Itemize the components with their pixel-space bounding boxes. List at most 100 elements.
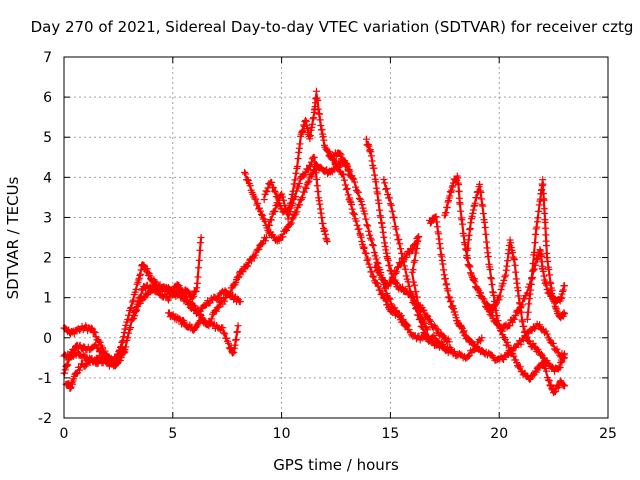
data-point [298, 194, 306, 202]
data-point [512, 275, 520, 283]
data-point [382, 296, 390, 304]
data-point [512, 268, 520, 276]
data-point [196, 246, 204, 254]
data-point [293, 208, 301, 216]
data-point [488, 280, 496, 288]
data-point [370, 249, 378, 257]
data-point [366, 231, 374, 239]
series-group [60, 87, 568, 397]
data-point [258, 212, 266, 220]
data-point [533, 223, 541, 231]
data-point [459, 220, 467, 228]
data-point [398, 249, 406, 257]
data-point [284, 215, 292, 223]
data-point [444, 198, 452, 206]
data-point [437, 251, 445, 259]
data-point [314, 188, 322, 196]
data-point [369, 272, 377, 280]
data-point [542, 224, 550, 232]
data-point [479, 202, 487, 210]
data-point [179, 316, 187, 324]
data-point [344, 163, 352, 171]
data-point [205, 322, 213, 330]
data-point [524, 308, 532, 316]
data-point [226, 289, 234, 297]
data-point [346, 194, 354, 202]
data-point [501, 273, 509, 281]
series-track-6 [164, 234, 270, 334]
data-point [543, 254, 551, 262]
data-point [374, 260, 382, 268]
data-point [446, 294, 454, 302]
data-point [370, 164, 378, 172]
data-point [340, 176, 348, 184]
data-point [372, 178, 380, 186]
data-point [487, 274, 495, 282]
data-point [439, 260, 447, 268]
data-point [219, 324, 227, 332]
data-point [101, 347, 109, 355]
data-point [350, 210, 358, 218]
data-point [147, 286, 155, 294]
data-point [118, 338, 126, 346]
data-point [511, 261, 519, 269]
data-point [255, 245, 263, 253]
data-point [291, 176, 299, 184]
data-point [197, 234, 205, 241]
data-point [367, 148, 375, 156]
data-point [409, 278, 417, 286]
data-point [457, 207, 465, 215]
data-point [335, 163, 343, 171]
data-point [309, 115, 317, 123]
data-point [271, 207, 279, 215]
data-point [292, 193, 300, 201]
data-point [280, 202, 288, 210]
data-point [306, 135, 314, 143]
data-point [484, 252, 492, 260]
data-point [435, 235, 443, 243]
data-point [257, 210, 265, 218]
data-point [97, 342, 105, 350]
data-point [450, 348, 458, 356]
data-point [343, 184, 351, 192]
data-point [367, 236, 375, 244]
data-point [232, 336, 240, 344]
data-point [195, 318, 203, 326]
y-tick-label: 5 [43, 130, 52, 146]
data-point [368, 157, 376, 165]
data-point [433, 223, 441, 231]
data-point [297, 195, 305, 203]
data-point [320, 224, 328, 232]
data-point [303, 125, 311, 133]
data-point [313, 95, 321, 103]
data-point [260, 196, 268, 204]
data-point [137, 266, 145, 274]
y-tick-label: 1 [43, 291, 52, 307]
data-point [372, 255, 380, 263]
data-point [271, 188, 279, 196]
data-point [358, 238, 366, 246]
data-point [295, 148, 303, 156]
data-point [307, 163, 315, 171]
data-point [473, 194, 481, 202]
data-point [535, 201, 543, 209]
data-point [375, 199, 383, 207]
data-point [64, 361, 72, 369]
data-point [387, 201, 395, 209]
data-point [381, 243, 389, 251]
data-point [391, 304, 399, 312]
data-point [162, 293, 170, 301]
data-point [241, 168, 249, 176]
data-point [440, 271, 448, 279]
data-point [336, 149, 344, 157]
data-point [292, 169, 300, 177]
data-point [326, 151, 334, 159]
data-point [300, 188, 308, 196]
data-point [456, 200, 464, 208]
data-point [395, 312, 403, 320]
data-point [520, 322, 528, 330]
data-point [193, 284, 201, 292]
data-point [532, 230, 540, 238]
data-point [195, 256, 203, 264]
data-point [538, 182, 546, 190]
